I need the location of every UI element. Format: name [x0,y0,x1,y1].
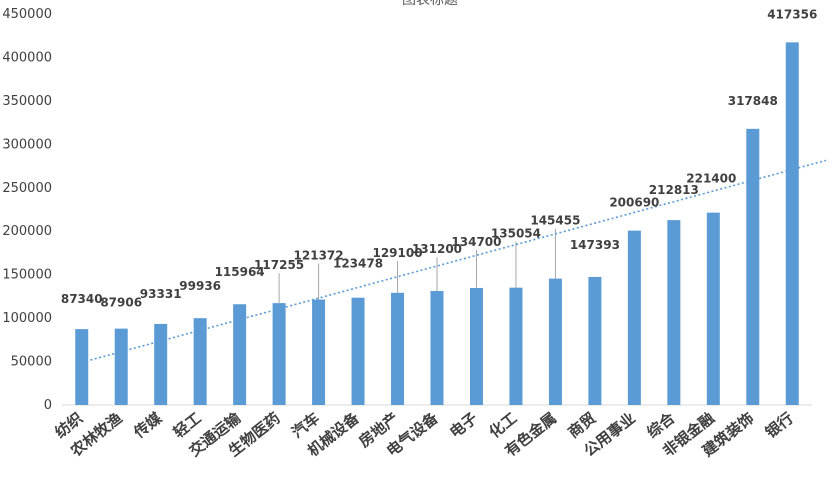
bar [588,276,602,405]
bar [746,128,760,405]
bar [785,42,799,405]
data-label: 200690 [609,196,659,210]
y-tick-label: 150000 [2,268,52,283]
bar [351,297,365,405]
data-label: 134700 [451,235,501,249]
y-tick-label: 350000 [2,94,52,109]
bar [114,328,128,405]
data-label: 123478 [333,257,383,271]
data-label: 121372 [294,249,344,263]
data-label: 317848 [728,94,778,108]
x-category-label: 传媒 [130,408,166,442]
data-label: 87906 [100,296,142,310]
data-label: 135054 [491,227,541,241]
data-label: 147393 [570,238,620,252]
y-tick-label: 50000 [11,355,52,370]
bar [430,291,444,405]
y-axis-ticks: 0 50000 100000 150000 200000 250000 300000 3500… [2,7,52,413]
bar [154,323,168,405]
bar [706,212,720,405]
y-tick-label: 100000 [2,311,52,326]
y-tick-label: 0 [44,398,52,413]
data-label: 221400 [686,172,736,186]
data-label: 417356 [767,7,817,21]
chart-title: 图表标题 [402,0,458,8]
bar [75,329,89,405]
bar [272,303,286,405]
data-label: 117255 [254,258,304,272]
data-label: 93331 [140,287,182,301]
y-tick-label: 300000 [2,137,52,152]
bars [75,42,799,405]
y-tick-label: 200000 [2,224,52,239]
data-label: 99936 [179,279,221,293]
data-label: 129100 [372,246,422,260]
bar [667,220,681,405]
data-label: 212813 [649,183,699,197]
y-tick-label: 400000 [2,50,52,65]
data-label: 115964 [215,265,265,279]
bar [233,304,247,405]
leader-lines [278,228,556,304]
y-tick-label: 450000 [2,7,52,22]
data-label: 131200 [412,242,462,256]
x-axis-categories: 纺织农林牧渔 传媒 轻工交通运输生物医药 汽车机械设备房地产电气设备 电子 化工有色金属商… [51,408,796,460]
x-category-label: 银行 [762,409,797,442]
bar [548,278,562,405]
x-category-label: 电子 [446,409,481,442]
bar [312,299,326,405]
bar [509,287,523,405]
data-label: 145455 [530,214,580,228]
bar [193,318,207,405]
data-labels: 8734087906933319993611596411725512137212… [61,7,817,309]
y-tick-label: 250000 [2,181,52,196]
bar [469,287,483,405]
data-label: 87340 [61,292,103,306]
bar [391,292,405,405]
bar [627,230,641,405]
